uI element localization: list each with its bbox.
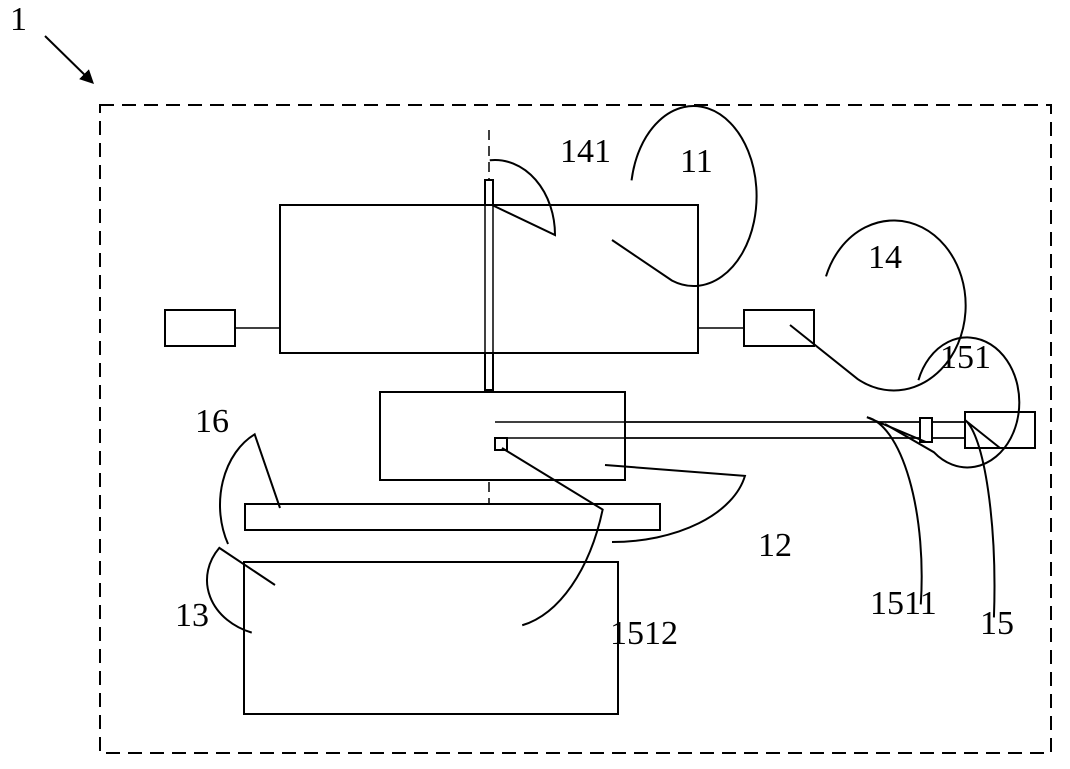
label-l14: 14 bbox=[868, 239, 902, 276]
label-l11: 11 bbox=[680, 143, 713, 180]
label-l12: 12 bbox=[758, 527, 792, 564]
box-12 bbox=[380, 392, 625, 480]
box-11 bbox=[280, 205, 698, 353]
assembly-label: 1 bbox=[10, 1, 27, 38]
box-15 bbox=[965, 412, 1035, 448]
label-l13: 13 bbox=[175, 597, 209, 634]
box-14-right bbox=[744, 310, 814, 346]
label-l16: 16 bbox=[195, 403, 229, 440]
joint-1511 bbox=[920, 418, 932, 442]
label-l151: 151 bbox=[940, 339, 991, 376]
label-l1511: 1511 bbox=[870, 585, 937, 622]
joint-1512 bbox=[495, 438, 507, 450]
label-l1512: 1512 bbox=[610, 615, 678, 652]
diagram-canvas: 1 141 11 14 151 16 12 1511 15 1512 13 bbox=[0, 0, 1070, 769]
box-14-left bbox=[165, 310, 235, 346]
box-13 bbox=[244, 562, 618, 714]
label-l141: 141 bbox=[560, 133, 611, 170]
label-l15: 15 bbox=[980, 605, 1014, 642]
